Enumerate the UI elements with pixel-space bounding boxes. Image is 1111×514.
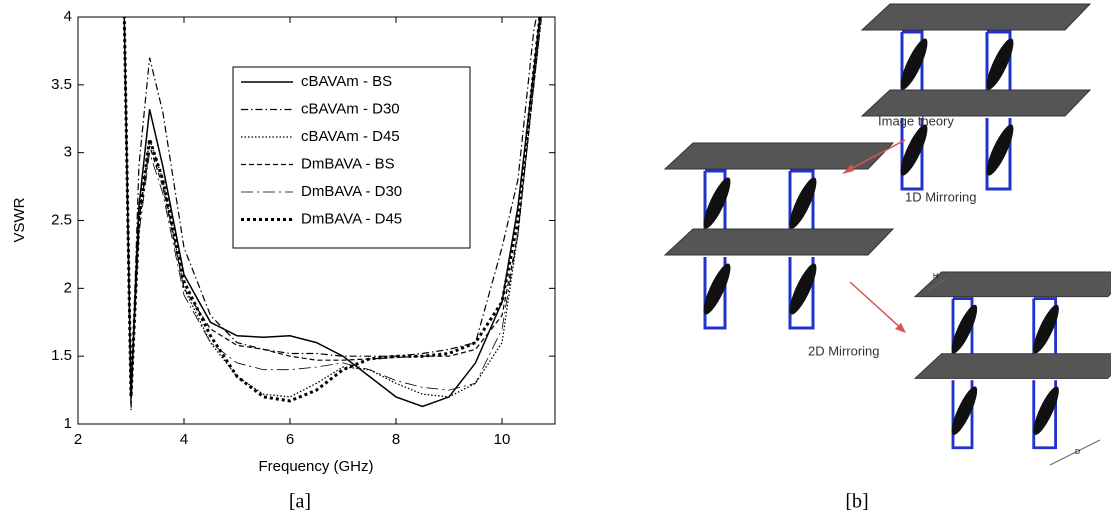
legend-label: DmBAVA - D30 xyxy=(301,183,402,200)
y-tick-label: 4 xyxy=(64,8,72,25)
arrow-head xyxy=(842,164,854,174)
caption: [a] xyxy=(289,491,311,513)
diagram-label: Image theory xyxy=(878,113,954,128)
y-tick-label: 3.5 xyxy=(51,76,72,93)
x-tick-label: 10 xyxy=(494,431,511,448)
dimension-line xyxy=(927,277,949,291)
arrow-2d xyxy=(849,281,904,331)
series-line xyxy=(123,17,543,404)
array-2d-mirrored xyxy=(913,270,1111,450)
series-line xyxy=(123,17,542,397)
arrow-1d xyxy=(844,139,906,173)
x-tick-label: 2 xyxy=(74,431,82,448)
array-1d-original xyxy=(860,2,1092,191)
x-axis-label: Frequency (GHz) xyxy=(258,458,373,475)
x-tick-label: 8 xyxy=(392,431,400,448)
y-tick-label: 1 xyxy=(64,415,72,432)
dimension-label: D xyxy=(1075,449,1080,456)
x-tick-label: 4 xyxy=(180,431,188,448)
legend-box xyxy=(232,66,471,249)
legend-label: DmBAVA - D45 xyxy=(301,210,402,227)
series-line xyxy=(123,17,541,408)
y-tick-label: 3 xyxy=(64,144,72,161)
arrow-head xyxy=(895,323,906,333)
y-tick-label: 1.5 xyxy=(51,347,72,364)
x-tick-label: 6 xyxy=(286,431,294,448)
caption: [b] xyxy=(845,491,868,513)
series-line xyxy=(123,17,542,397)
legend-label: cBAVAm - D45 xyxy=(301,128,400,145)
dimension-line xyxy=(1049,439,1101,466)
legend-label: cBAVAm - D30 xyxy=(301,100,400,117)
diagram-label: 2D Mirroring xyxy=(808,343,880,358)
array-1d-mirrored xyxy=(663,141,895,330)
diagram-label: 1D Mirroring xyxy=(905,189,977,204)
series-line xyxy=(123,17,538,411)
dimension-label: H xyxy=(933,273,938,280)
y-tick-label: 2 xyxy=(64,279,72,296)
y-axis-label: VSWR xyxy=(11,197,28,242)
legend-label: DmBAVA - BS xyxy=(301,155,395,172)
y-tick-label: 2.5 xyxy=(51,211,72,228)
series-line xyxy=(122,17,542,403)
legend-label: cBAVAm - BS xyxy=(301,73,392,90)
